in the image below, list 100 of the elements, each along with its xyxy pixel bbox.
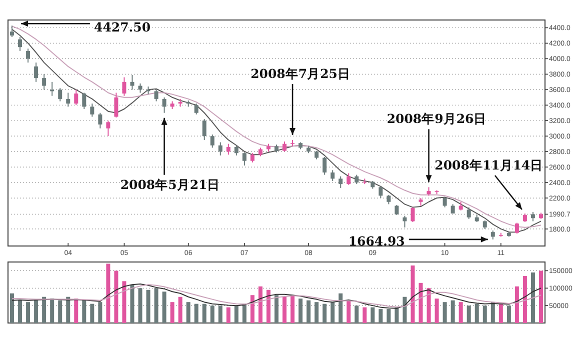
bar [146, 290, 150, 323]
candlestick [154, 89, 158, 102]
bar [338, 293, 343, 323]
candlestick [202, 118, 206, 140]
bar [194, 304, 198, 323]
bar [314, 302, 319, 323]
bar [514, 286, 519, 323]
bar [58, 300, 62, 323]
bar [458, 302, 463, 323]
candlestick [386, 194, 391, 205]
candlestick [234, 144, 238, 156]
candlestick [18, 36, 22, 52]
candlestick [162, 96, 166, 114]
bar [354, 306, 359, 323]
candlestick [530, 211, 535, 222]
candlestick [10, 25, 14, 38]
annotation: 2008年5月21日 [120, 176, 220, 192]
bar [74, 298, 78, 323]
bar [386, 309, 391, 323]
bar [402, 296, 407, 323]
bar [370, 307, 375, 323]
candlestick [114, 92, 118, 118]
bar [242, 304, 246, 323]
bar [410, 265, 415, 323]
bar [82, 300, 86, 323]
candlestick [218, 142, 222, 156]
candlestick [106, 120, 110, 137]
bar [170, 302, 174, 323]
bar [210, 306, 214, 323]
bar [202, 304, 206, 323]
bar [498, 304, 503, 323]
bar [10, 293, 14, 323]
bar [234, 306, 238, 323]
candlestick [346, 172, 351, 186]
candlestick [226, 143, 230, 156]
bar [282, 296, 287, 323]
candlestick [242, 152, 246, 166]
candlestick [122, 76, 126, 96]
candlestick [138, 82, 142, 94]
bar [50, 298, 54, 323]
candlestick [250, 152, 254, 163]
bar [482, 306, 487, 323]
candlestick [410, 206, 415, 223]
bar [42, 296, 46, 323]
annotation: 2008年9月26日 [386, 111, 487, 126]
candlestick [34, 62, 38, 82]
bar [218, 306, 222, 323]
bar [186, 302, 190, 323]
bar [538, 270, 543, 323]
candlestick [210, 134, 214, 148]
candlestick [50, 81, 54, 96]
bar [450, 300, 455, 323]
bar [330, 302, 335, 323]
bar [66, 296, 70, 323]
candlestick [66, 92, 70, 108]
bar [426, 288, 431, 323]
candlestick [378, 186, 383, 199]
bar [346, 300, 351, 323]
bar [466, 306, 471, 323]
annotation: 1664.93 [348, 233, 405, 248]
candlestick [466, 206, 471, 220]
bar [106, 264, 110, 323]
bar [90, 304, 94, 323]
bar [530, 272, 535, 323]
candlestick [442, 196, 447, 208]
bar [26, 302, 30, 323]
candlestick [330, 170, 335, 182]
bar [290, 295, 295, 323]
candlestick [338, 176, 343, 188]
bar [442, 302, 447, 323]
bar [274, 295, 278, 323]
bar [306, 300, 311, 323]
bar [298, 298, 303, 323]
annotation: 2008年7月25日 [250, 66, 350, 81]
bar [154, 288, 158, 323]
candlestick [354, 174, 359, 185]
candlestick [514, 222, 519, 234]
bar [18, 300, 22, 323]
bar [98, 302, 102, 323]
bar [418, 282, 423, 323]
candlestick [394, 204, 399, 216]
bar [34, 300, 38, 323]
annotation: 4427.50 [94, 20, 151, 35]
bar [434, 298, 439, 323]
bar [474, 304, 479, 323]
candlestick [58, 88, 62, 102]
bar [394, 307, 399, 323]
bar [130, 284, 134, 323]
candlestick [98, 112, 102, 129]
candlestick [130, 74, 134, 90]
bar [226, 307, 230, 323]
candlestick [322, 156, 327, 176]
bar [362, 307, 367, 323]
candlestick [26, 48, 30, 64]
bar [122, 281, 126, 323]
candlestick [402, 215, 407, 228]
candlestick [450, 204, 455, 214]
bar [506, 306, 511, 323]
bar [378, 309, 383, 323]
bar [490, 302, 495, 323]
